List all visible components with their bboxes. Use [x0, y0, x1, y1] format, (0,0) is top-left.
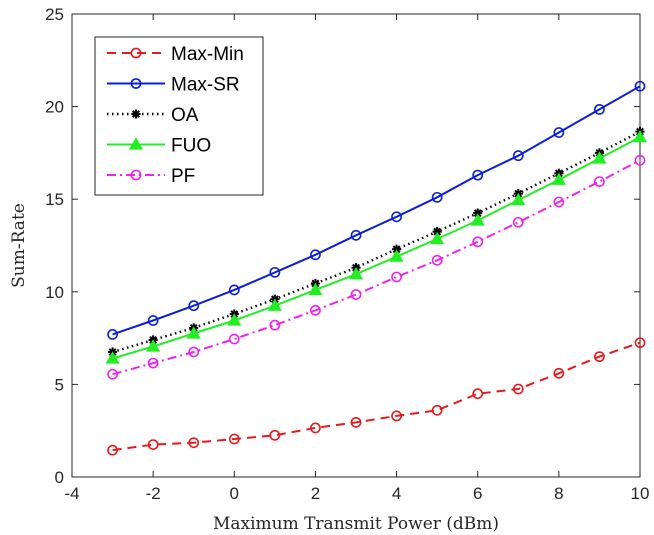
point-fuo-0	[105, 351, 120, 364]
x-tick-label-2: 0	[230, 484, 239, 503]
point-fuo-11	[551, 172, 566, 185]
point-max-sr-2	[188, 300, 200, 312]
legend-label-max-sr: Max-SR	[171, 75, 240, 96]
legend-marker-max-min	[130, 47, 142, 59]
point-fuo-5	[308, 282, 323, 296]
legend-marker-pf	[130, 169, 142, 181]
point-max-sr-4	[269, 266, 281, 278]
point-fuo-8	[430, 231, 445, 245]
point-max-min-6	[350, 416, 362, 428]
point-max-sr-8	[431, 191, 443, 203]
x-tick-label-4: 4	[392, 484, 401, 503]
legend-marker-fuo	[128, 137, 144, 150]
y-tick-label-3: 15	[45, 190, 64, 209]
point-pf-6	[350, 289, 362, 300]
legend-marker-max-sr	[130, 78, 142, 89]
point-max-min-5	[310, 422, 321, 434]
series-line-max-min	[112, 341, 641, 452]
point-fuo-1	[146, 339, 161, 352]
legend-label-fuo: FUO	[171, 136, 211, 157]
point-fuo-2	[186, 326, 201, 339]
point-fuo-3	[227, 313, 242, 326]
legend-label-oa: OA	[171, 105, 199, 126]
point-max-sr-13	[634, 80, 646, 92]
point-pf-3	[228, 333, 240, 345]
point-pf-10	[512, 216, 524, 228]
point-pf-8	[431, 254, 443, 266]
point-max-sr-1	[147, 315, 159, 326]
legend: Max-Min Max-SR OA FUO PF	[94, 36, 264, 196]
point-pf-12	[594, 176, 605, 188]
series-layer	[105, 80, 648, 456]
point-max-min-7	[391, 410, 402, 422]
point-pf-2	[188, 346, 200, 358]
x-tick-label-6: 8	[554, 484, 563, 503]
y-tick-label-5: 25	[45, 5, 64, 24]
plot-border	[71, 13, 641, 478]
series-line-fuo	[112, 136, 641, 360]
x-tick-label-3: 2	[311, 484, 320, 503]
x-tick-label-7: 10	[631, 484, 650, 503]
legend-box	[94, 36, 264, 196]
y-tick-label-4: 20	[45, 98, 64, 117]
series-line-oa	[112, 130, 641, 354]
series-line-max-sr	[112, 85, 641, 336]
point-fuo-13	[632, 129, 648, 143]
x-tick-label-1: -2	[146, 484, 161, 503]
point-pf-1	[147, 357, 159, 369]
y-tick-label-1: 5	[55, 375, 64, 394]
point-max-sr-0	[107, 328, 118, 340]
axis-ticks: -4 -2 0 2 4 6 8 10 0 5 10 15 20 25	[45, 5, 649, 503]
point-pf-13	[634, 154, 646, 166]
plot-area	[71, 13, 641, 478]
legend-label-pf: PF	[171, 166, 195, 187]
point-max-sr-12	[594, 103, 605, 115]
point-pf-0	[107, 368, 118, 380]
point-pf-5	[310, 304, 321, 316]
point-max-sr-10	[512, 150, 524, 162]
point-max-min-3	[228, 433, 240, 445]
point-max-sr-5	[310, 249, 321, 261]
point-fuo-7	[389, 249, 404, 262]
point-max-sr-7	[391, 211, 402, 223]
point-max-min-11	[553, 367, 565, 379]
y-tick-label-2: 10	[45, 283, 64, 302]
x-tick-label-0: -4	[64, 484, 79, 503]
point-fuo-6	[348, 266, 364, 280]
legend-marker-oa	[131, 109, 141, 119]
point-max-min-1	[147, 439, 159, 450]
point-max-min-10	[512, 383, 524, 395]
y-tick-label-0: 0	[55, 468, 64, 487]
point-max-min-2	[188, 437, 200, 449]
series-max-sr	[107, 80, 646, 340]
point-max-min-9	[472, 388, 484, 400]
point-max-min-0	[107, 444, 118, 456]
point-pf-4	[269, 319, 281, 331]
point-fuo-12	[592, 151, 607, 164]
point-max-min-4	[269, 429, 281, 441]
point-max-sr-11	[553, 127, 565, 138]
series-max-min	[107, 337, 646, 456]
point-max-min-12	[594, 351, 605, 363]
point-fuo-9	[470, 213, 485, 226]
point-fuo-10	[511, 192, 526, 206]
legend-label-max-min: Max-Min	[171, 44, 244, 65]
point-pf-7	[391, 271, 402, 283]
series-fuo	[105, 129, 648, 364]
point-max-min-13	[634, 337, 646, 349]
point-pf-9	[472, 236, 484, 248]
point-fuo-4	[267, 298, 282, 311]
point-pf-11	[553, 196, 565, 208]
y-axis-label: Sum-Rate	[9, 203, 29, 288]
series-pf	[107, 154, 646, 380]
x-axis-label: Maximum Transmit Power (dBm)	[213, 514, 499, 534]
point-max-sr-6	[350, 229, 362, 241]
point-max-min-8	[431, 404, 443, 416]
point-max-sr-3	[228, 284, 240, 296]
point-max-sr-9	[472, 169, 484, 181]
x-tick-label-5: 6	[473, 484, 482, 503]
